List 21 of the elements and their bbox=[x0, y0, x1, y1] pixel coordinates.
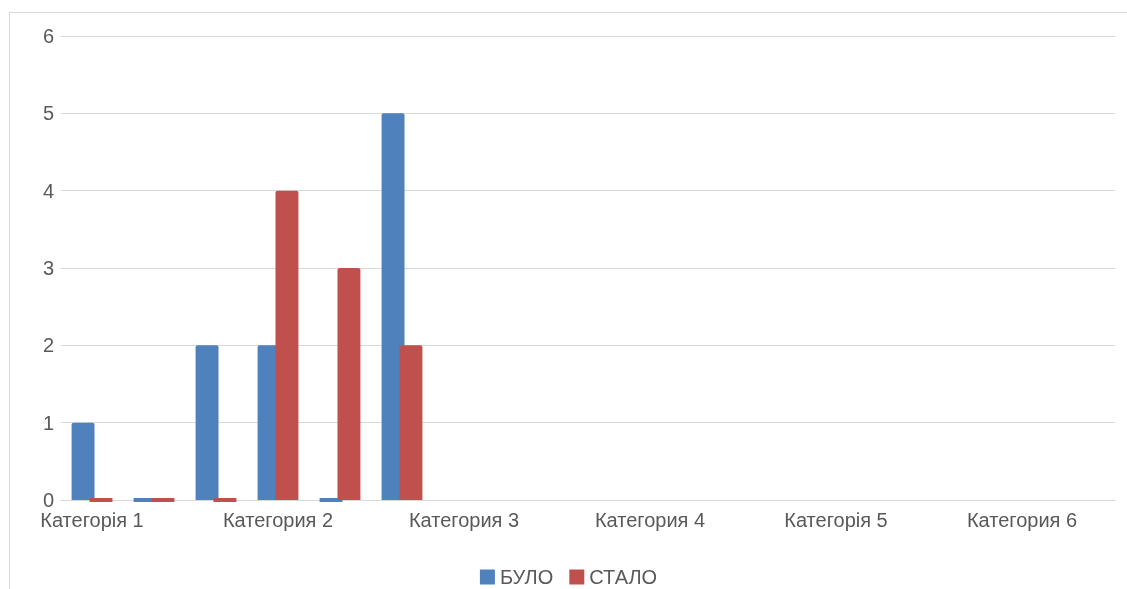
y-tick-label: 1 bbox=[42, 411, 54, 434]
bar bbox=[399, 345, 423, 500]
x-tick-label: Категория 2 bbox=[222, 509, 334, 531]
bar bbox=[195, 345, 219, 500]
y-tick-label: 6 bbox=[42, 25, 54, 47]
bar bbox=[337, 268, 361, 500]
y-tick-label: 2 bbox=[42, 334, 54, 357]
x-tick-label: Категория 4 bbox=[594, 509, 706, 531]
y-tick-label: 0 bbox=[42, 489, 54, 511]
legend-label: БУЛО bbox=[499, 566, 554, 588]
x-tick-label: Категория 6 bbox=[966, 509, 1078, 531]
x-tick-label: Категория 3 bbox=[408, 509, 520, 531]
bar bbox=[71, 422, 95, 500]
x-tick-label: Категорія 5 bbox=[784, 509, 888, 531]
y-tick-label: 5 bbox=[42, 102, 54, 125]
y-tick-label: 4 bbox=[42, 179, 54, 202]
bar bbox=[275, 190, 299, 500]
x-tick-label: Категорія 1 bbox=[40, 509, 144, 531]
legend-label: СТАЛО bbox=[589, 566, 658, 588]
chart-frame: 0 1 2 3 4 5 6 Категорія 1 Категория 2 Категория 3 Категория 4 Категорія 5 Категория 6 БУЛО СТАЛО bbox=[9, 12, 1127, 589]
y-tick-label: 3 bbox=[42, 257, 54, 279]
